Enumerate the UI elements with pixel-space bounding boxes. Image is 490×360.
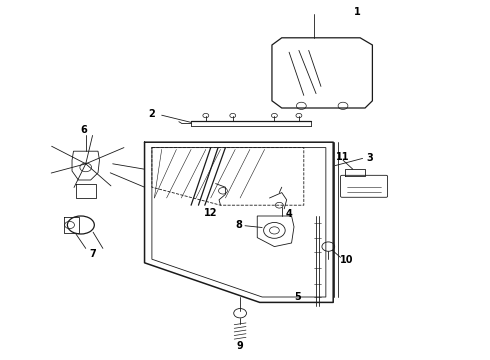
Text: 2: 2	[148, 109, 155, 119]
Text: 5: 5	[294, 292, 301, 302]
Text: 4: 4	[286, 209, 293, 219]
Text: 8: 8	[236, 220, 243, 230]
Text: 11: 11	[336, 152, 350, 162]
Text: 12: 12	[204, 208, 218, 218]
Text: 10: 10	[340, 255, 354, 265]
Text: 9: 9	[237, 341, 244, 351]
Text: 7: 7	[90, 249, 97, 259]
Text: 1: 1	[354, 6, 361, 17]
Text: 3: 3	[367, 153, 373, 163]
Text: 6: 6	[80, 125, 87, 135]
